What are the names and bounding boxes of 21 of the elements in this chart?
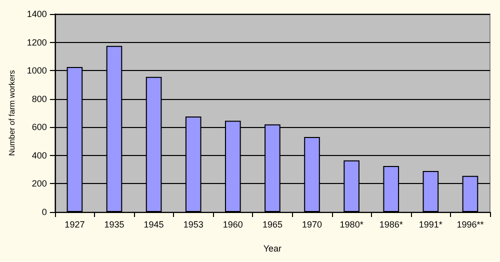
x-tick-label: 1935	[104, 220, 124, 230]
y-tick-label: 400	[32, 150, 47, 160]
x-tick-label: 1970	[302, 220, 322, 230]
x-tick-label: 1945	[144, 220, 164, 230]
y-tick-label: 800	[32, 94, 47, 104]
x-axis-title: Year	[263, 244, 282, 254]
y-tick-label: 1200	[26, 37, 47, 48]
x-tick-label: 1960	[222, 220, 243, 230]
y-tick-label: 200	[32, 178, 47, 189]
y-tick-label: 1000	[26, 66, 47, 76]
x-tick-label: 1996**	[456, 220, 484, 230]
x-tick-label: 1986*	[379, 220, 404, 230]
y-tick-label: 600	[32, 122, 47, 132]
x-tick-label: 1965	[262, 220, 282, 230]
x-tick-label: 1953	[183, 220, 204, 230]
y-tick-label: 1400	[26, 9, 47, 19]
x-tick-label: 1980*	[340, 220, 364, 230]
x-tick-label: 1927	[64, 220, 85, 230]
y-axis-title: Number of farm workers	[8, 70, 16, 156]
x-tick-label: 1991*	[418, 220, 443, 230]
y-tick-label: 0	[42, 207, 47, 217]
